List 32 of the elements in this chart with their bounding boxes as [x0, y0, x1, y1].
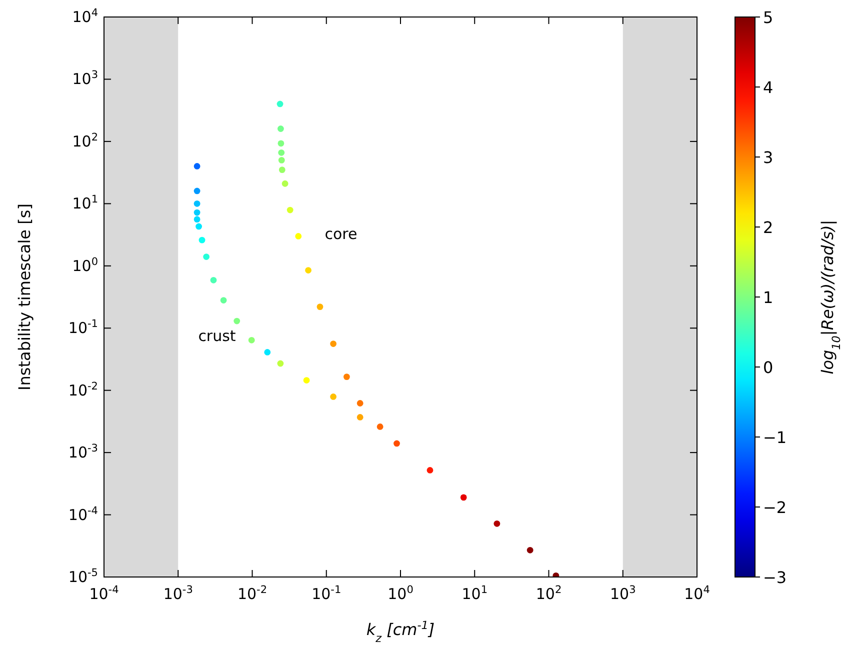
color-bar-label: −2	[763, 498, 787, 517]
y-tick-label: 10$^{-3}$	[68, 442, 98, 462]
annotation: core	[324, 225, 358, 244]
x-tick-label: 10$^{2}$	[536, 584, 562, 603]
y-tick-label: 10$^{-4}$	[68, 504, 98, 524]
x-tick-label: 10$^{0}$	[388, 584, 414, 603]
y-tick-label: 10$^{0}$	[72, 256, 98, 275]
color-bar-label: 4	[763, 78, 774, 97]
annotation: crust	[198, 327, 236, 346]
x-tick-label: 10$^{4}$	[684, 584, 710, 603]
color-bar-label: −3	[763, 568, 787, 587]
y-tick-label: 10$^{3}$	[72, 69, 98, 88]
color-bar-label: 0	[763, 358, 774, 377]
y-tick-label: 10$^{-2}$	[68, 380, 98, 400]
x-tick-label: 10$^{3}$	[610, 584, 636, 603]
x-tick-label: 10$^{1}$	[462, 584, 488, 603]
y-tick-label: 10$^{2}$	[72, 131, 98, 150]
y-tick-label: 10$^{4}$	[72, 7, 98, 26]
color-bar-label: 3	[763, 148, 774, 167]
y-axis-title: Instability timescale [s]	[15, 204, 34, 390]
y-tick-label: 10$^{-1}$	[68, 318, 98, 338]
color-bar-label: 2	[763, 218, 774, 237]
color-bar-label: −1	[763, 428, 787, 447]
y-tick-label: 10$^{1}$	[72, 194, 98, 213]
x-axis-title: k$_{z}$ [cm$^{-1}$]	[366, 618, 435, 644]
x-tick-label: 10$^{-2}$	[237, 584, 268, 603]
x-tick-label: 10$^{-1}$	[312, 584, 342, 603]
y-tick-label: 10$^{-5}$	[68, 567, 98, 586]
color-bar-label: 5	[763, 8, 774, 27]
x-tick-label: 10$^{-3}$	[163, 584, 193, 603]
x-tick-label: 10$^{-4}$	[89, 584, 120, 603]
color-bar-label: 1	[763, 288, 774, 307]
